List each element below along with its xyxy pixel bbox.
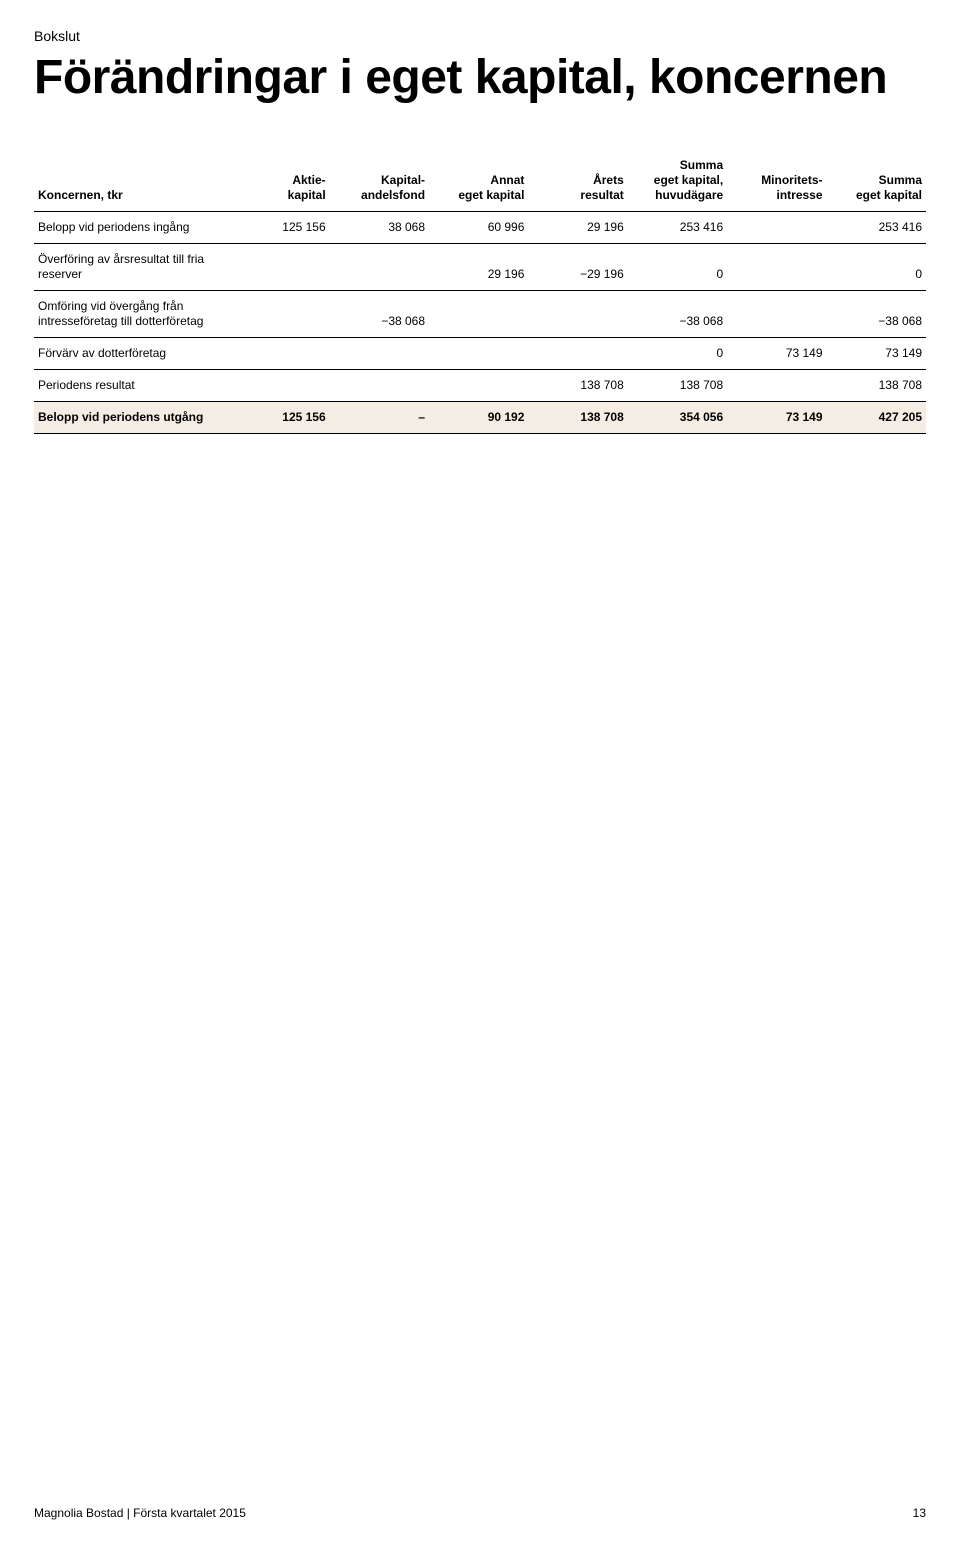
table-row: Belopp vid periodens utgång125 156–90 19… <box>34 401 926 433</box>
table-header-row: Koncernen, tkr Aktie-kapital Kapital-and… <box>34 152 926 212</box>
footer-page-number: 13 <box>913 1506 926 1520</box>
cell: 138 708 <box>827 369 926 401</box>
cell <box>727 211 826 243</box>
row-label: Belopp vid periodens ingång <box>34 211 230 243</box>
row-label: Omföring vid övergång från intresseföret… <box>34 290 230 337</box>
col-header: Koncernen, tkr <box>34 152 230 212</box>
col-header: Summaeget kapital <box>827 152 926 212</box>
cell: 138 708 <box>528 401 627 433</box>
cell: 138 708 <box>628 369 727 401</box>
cell: 138 708 <box>528 369 627 401</box>
cell <box>528 337 627 369</box>
row-label: Förvärv av dotterföretag <box>34 337 230 369</box>
col-header: Aktie-kapital <box>230 152 329 212</box>
cell: 38 068 <box>330 211 429 243</box>
cell: 0 <box>628 243 727 290</box>
row-label: Belopp vid periodens utgång <box>34 401 230 433</box>
table-row: Förvärv av dotterföretag073 14973 149 <box>34 337 926 369</box>
row-label: Överföring av årsresultat till fria rese… <box>34 243 230 290</box>
cell: 125 156 <box>230 211 329 243</box>
cell <box>727 290 826 337</box>
cell <box>230 337 329 369</box>
table-row: Belopp vid periodens ingång125 15638 068… <box>34 211 926 243</box>
cell: −38 068 <box>628 290 727 337</box>
cell: 427 205 <box>827 401 926 433</box>
cell <box>230 243 329 290</box>
table-row: Omföring vid övergång från intresseföret… <box>34 290 926 337</box>
col-header: Minoritets-intresse <box>727 152 826 212</box>
col-header: Summaeget kapital,huvudägare <box>628 152 727 212</box>
cell: −38 068 <box>330 290 429 337</box>
cell <box>330 243 429 290</box>
cell <box>230 290 329 337</box>
cell: 29 196 <box>528 211 627 243</box>
table-row: Överföring av årsresultat till fria rese… <box>34 243 926 290</box>
cell: 253 416 <box>827 211 926 243</box>
cell <box>429 337 528 369</box>
cell: 73 149 <box>727 401 826 433</box>
col-header: Kapital-andelsfond <box>330 152 429 212</box>
cell <box>230 369 329 401</box>
cell: 60 996 <box>429 211 528 243</box>
cell: 90 192 <box>429 401 528 433</box>
cell: 29 196 <box>429 243 528 290</box>
cell: 73 149 <box>727 337 826 369</box>
cell: 354 056 <box>628 401 727 433</box>
cell <box>429 290 528 337</box>
cell <box>330 337 429 369</box>
page-title: Förändringar i eget kapital, koncernen <box>34 52 926 104</box>
cell <box>727 369 826 401</box>
cell <box>330 369 429 401</box>
cell <box>528 290 627 337</box>
cell: – <box>330 401 429 433</box>
col-header: Annateget kapital <box>429 152 528 212</box>
row-label: Periodens resultat <box>34 369 230 401</box>
cell: 0 <box>628 337 727 369</box>
table-body: Belopp vid periodens ingång125 15638 068… <box>34 211 926 433</box>
cell: 0 <box>827 243 926 290</box>
cell: 125 156 <box>230 401 329 433</box>
footer-left: Magnolia Bostad | Första kvartalet 2015 <box>34 1506 246 1520</box>
table-row: Periodens resultat138 708138 708138 708 <box>34 369 926 401</box>
cell <box>429 369 528 401</box>
cell <box>727 243 826 290</box>
cell: 73 149 <box>827 337 926 369</box>
cell: 253 416 <box>628 211 727 243</box>
equity-changes-table: Koncernen, tkr Aktie-kapital Kapital-and… <box>34 152 926 434</box>
page-footer: Magnolia Bostad | Första kvartalet 2015 … <box>34 1506 926 1520</box>
section-label: Bokslut <box>34 28 926 44</box>
col-header: Åretsresultat <box>528 152 627 212</box>
cell: −29 196 <box>528 243 627 290</box>
cell: −38 068 <box>827 290 926 337</box>
